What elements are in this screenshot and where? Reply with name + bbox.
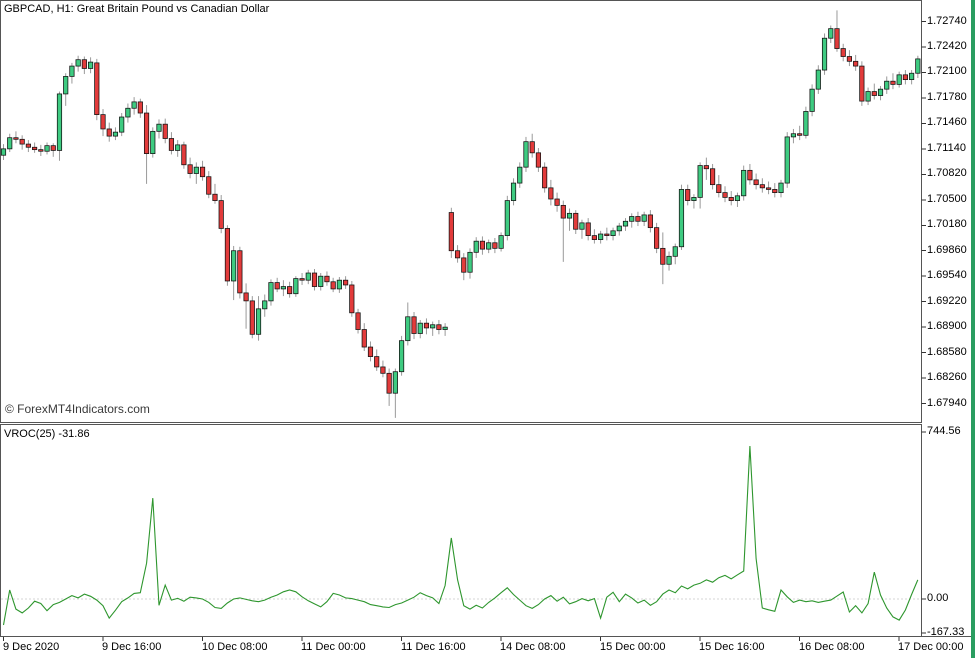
main-chart-pane[interactable] [0,0,922,423]
indicator-axis-label: -167.33 [927,626,965,638]
price-axis-label: 1.68260 [927,371,967,383]
price-axis-label: 1.68580 [927,346,967,358]
indicator-name: VROC(25) [4,428,56,440]
window-edge-strip [971,0,975,658]
price-axis-label: 1.70500 [927,193,967,205]
time-axis-label: 15 Dec 16:00 [699,641,765,653]
price-axis-label: 1.68900 [927,320,967,332]
time-axis-label: 11 Dec 00:00 [301,641,366,653]
price-axis-label: 1.70820 [927,167,967,179]
price-axis-label: 1.71460 [927,116,967,128]
time-axis-label: 9 Dec 2020 [3,641,60,653]
indicator-value: -31.86 [58,428,90,440]
time-axis-label: 9 Dec 16:00 [102,641,162,653]
price-axis-label: 1.67940 [927,397,967,409]
time-axis-label: 15 Dec 00:00 [600,641,666,653]
price-axis-label: 1.69220 [927,295,967,307]
time-axis-label: 14 Dec 08:00 [500,641,566,653]
price-axis-label: 1.69540 [927,269,967,281]
chart-title: GBPCAD, H1: Great Britain Pound vs Canad… [4,3,270,15]
indicator-label: VROC(25) -31.86 [4,428,90,440]
time-axis-label: 11 Dec 16:00 [401,641,466,653]
price-axis-label: 1.69860 [927,244,967,256]
price-axis-label: 1.72100 [927,65,967,77]
price-axis-label: 1.71780 [927,91,967,103]
price-axis-label: 1.72740 [927,15,967,27]
indicator-axis-label: 0.00 [927,592,949,604]
indicator-pane[interactable] [0,425,922,637]
time-axis-label: 17 Dec 00:00 [898,641,964,653]
time-axis-label: 16 Dec 08:00 [799,641,865,653]
price-axis-label: 1.70180 [927,218,967,230]
price-axis-label: 1.72420 [927,40,967,52]
watermark: © ForexMT4Indicators.com [5,402,150,416]
indicator-axis-label: 744.56 [927,425,961,437]
time-axis-label: 10 Dec 08:00 [202,641,268,653]
price-axis-label: 1.71140 [927,142,966,154]
